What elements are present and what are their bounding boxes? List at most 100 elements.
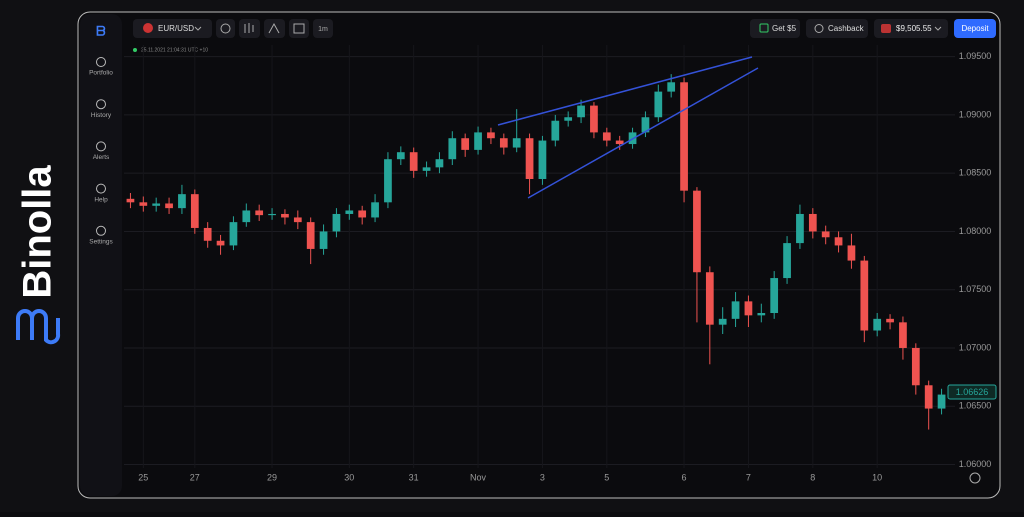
sidebar-label: Settings <box>89 239 113 246</box>
y-tick-label: 1.06000 <box>959 459 992 469</box>
candle-body <box>422 167 431 171</box>
candle-body <box>731 301 740 319</box>
plot: 1.06000 1.06500 1.07000 1.07500 1.08000 1.085… <box>124 45 991 482</box>
candle-body <box>654 91 663 118</box>
bonus-text: Get $5 <box>772 24 797 33</box>
y-tick-label: 1.06500 <box>959 401 992 411</box>
candle-body <box>886 318 894 323</box>
cashback-button[interactable] <box>806 19 868 38</box>
candle-body <box>126 198 135 203</box>
x-tick-label: 29 <box>267 472 277 482</box>
candle-body <box>384 159 392 203</box>
flag-icon <box>143 23 153 33</box>
candle-body <box>255 210 264 216</box>
candle-body <box>293 217 302 223</box>
x-tick-label: 25 <box>138 472 148 482</box>
balance-button[interactable] <box>874 19 948 38</box>
x-tick-label: 3 <box>540 472 545 482</box>
topbar: EUR/USD 1m Get $5 Cashback $9,505.55 Dep… <box>133 19 996 38</box>
candle-body <box>525 138 534 180</box>
deposit-button[interactable] <box>954 19 996 38</box>
candle-body <box>306 222 315 249</box>
candle-body <box>796 213 804 244</box>
candle-body <box>474 132 482 150</box>
candle-body <box>757 313 766 316</box>
candle-body <box>602 132 611 141</box>
pair-selector[interactable] <box>133 19 212 38</box>
dropdown-icon <box>934 26 942 31</box>
drawing-button[interactable] <box>289 19 309 38</box>
candle-body <box>924 385 933 409</box>
candle-body <box>178 194 186 209</box>
candle-body <box>847 245 856 261</box>
candle-body <box>242 210 251 223</box>
sidebar-icon <box>96 99 106 110</box>
timeframe-button[interactable] <box>313 19 333 38</box>
candle-body <box>783 243 791 279</box>
candle-body <box>190 194 199 228</box>
trend-lines <box>497 56 759 199</box>
balance: $9,505.55 <box>896 24 932 33</box>
x-tick-label: 27 <box>190 472 200 482</box>
indicators-icon <box>268 22 280 34</box>
candle-body <box>873 318 882 331</box>
candle-body <box>705 272 714 325</box>
x-tick-label: 31 <box>409 472 419 482</box>
brand-name: Binolla <box>16 165 60 299</box>
candle-body <box>937 394 946 409</box>
candle-body <box>641 117 650 133</box>
sidebar-icon <box>96 57 106 67</box>
y-tick-label: 1.08500 <box>959 168 992 178</box>
deposit-text: Deposit <box>961 24 989 33</box>
current-price: 1.06626 <box>956 387 989 397</box>
cashback-icon <box>814 24 824 33</box>
candle-body <box>834 237 843 246</box>
candle-body <box>551 120 560 141</box>
dropdown-icon <box>194 26 202 31</box>
candle-body <box>770 278 779 314</box>
candle-body <box>499 138 508 148</box>
timeframe: 1m <box>318 26 328 33</box>
candle-body <box>268 213 276 216</box>
candle-body <box>808 213 817 232</box>
candle-body <box>409 152 418 171</box>
candle-body <box>229 222 238 246</box>
y-tick-label: 1.07500 <box>959 284 992 294</box>
indicators-button[interactable] <box>264 19 285 38</box>
app-frame <box>77 11 1001 499</box>
candle-body <box>821 231 830 238</box>
candle-body <box>538 140 547 180</box>
sidebar-icon <box>96 183 106 194</box>
y-tick-label: 1.07000 <box>959 342 992 352</box>
info-icon <box>220 23 231 34</box>
candle-body <box>718 318 727 325</box>
brand-logo <box>16 309 61 345</box>
candle-body <box>911 347 920 386</box>
candle-body <box>744 301 753 316</box>
settings-icon[interactable] <box>969 472 981 484</box>
candle-body <box>435 159 444 168</box>
candle-body <box>512 138 521 148</box>
sidebar-label: Alerts <box>93 154 110 161</box>
candle-body <box>899 322 907 348</box>
candle-body <box>448 138 457 160</box>
y-tick-label: 1.09500 <box>959 51 992 61</box>
sidebar-label: Help <box>94 196 108 203</box>
chart-info: 25.11.2021 21:04:31 UTC +10 <box>141 47 208 53</box>
candle-body <box>216 240 225 246</box>
candle-body <box>281 213 289 218</box>
candle-body <box>590 105 598 133</box>
sidebar-label: History <box>91 112 112 119</box>
sidebar-icon <box>96 141 106 152</box>
candle-body <box>487 132 495 139</box>
candle-body <box>461 138 470 150</box>
x-tick-label: 7 <box>746 472 751 482</box>
candle-body <box>358 210 367 218</box>
sidebar <box>80 14 122 496</box>
info-button[interactable] <box>216 19 235 38</box>
candle-body <box>564 117 573 121</box>
candle-body <box>577 105 585 118</box>
trend-line-upper <box>497 56 753 126</box>
